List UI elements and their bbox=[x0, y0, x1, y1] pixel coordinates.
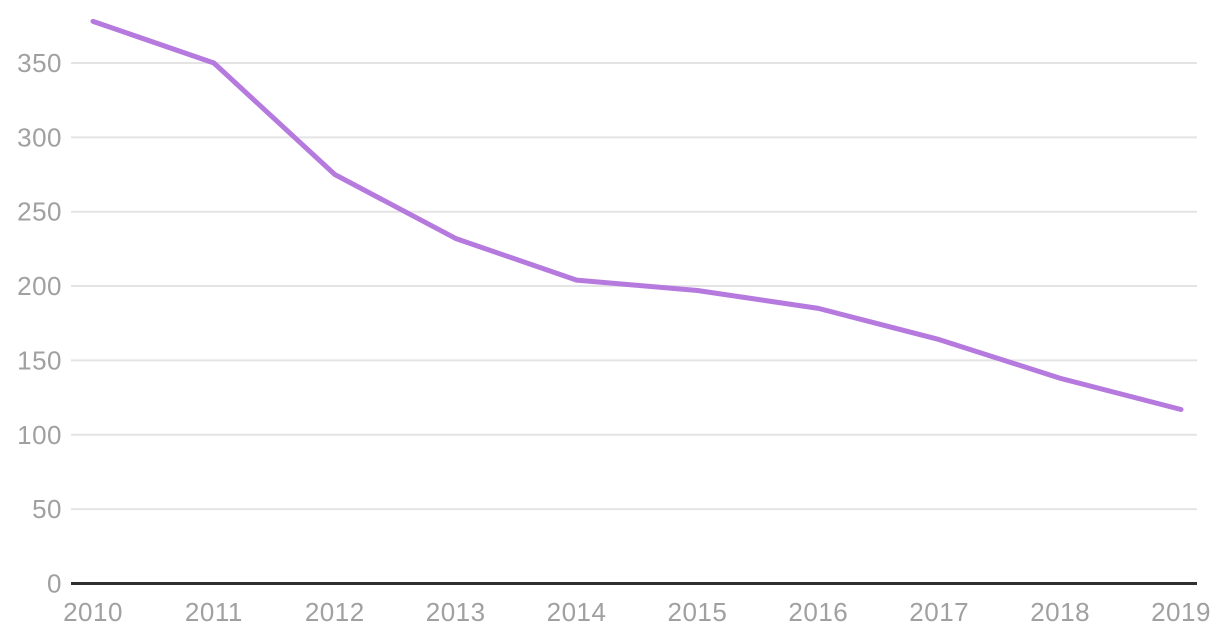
x-axis-tick-label: 2018 bbox=[1030, 597, 1090, 627]
x-axis-tick-label: 2011 bbox=[185, 597, 243, 627]
x-axis-tick-label: 2014 bbox=[547, 597, 607, 627]
y-axis-tick-label: 150 bbox=[17, 345, 62, 375]
x-axis-tick-label: 2019 bbox=[1151, 597, 1211, 627]
y-axis-tick-label: 100 bbox=[17, 420, 62, 450]
y-axis-tick-label: 50 bbox=[32, 494, 62, 524]
data-line-series bbox=[90, 18, 1184, 412]
y-axis-tick-label: 350 bbox=[17, 48, 62, 78]
y-axis-tick-label: 200 bbox=[17, 271, 62, 301]
x-axis-tick-label: 2016 bbox=[788, 597, 848, 627]
x-axis-tick-label: 2012 bbox=[305, 597, 365, 627]
x-axis-tick-label: 2013 bbox=[426, 597, 486, 627]
y-axis-tick-label: 250 bbox=[17, 197, 62, 227]
x-axis-tick-label: 2015 bbox=[668, 597, 728, 627]
x-axis-tick-label: 2017 bbox=[909, 597, 969, 627]
y-axis-tick-label: 300 bbox=[17, 122, 62, 152]
x-axis-tick-label: 2010 bbox=[63, 597, 123, 627]
y-axis-tick-label: 0 bbox=[47, 569, 62, 599]
